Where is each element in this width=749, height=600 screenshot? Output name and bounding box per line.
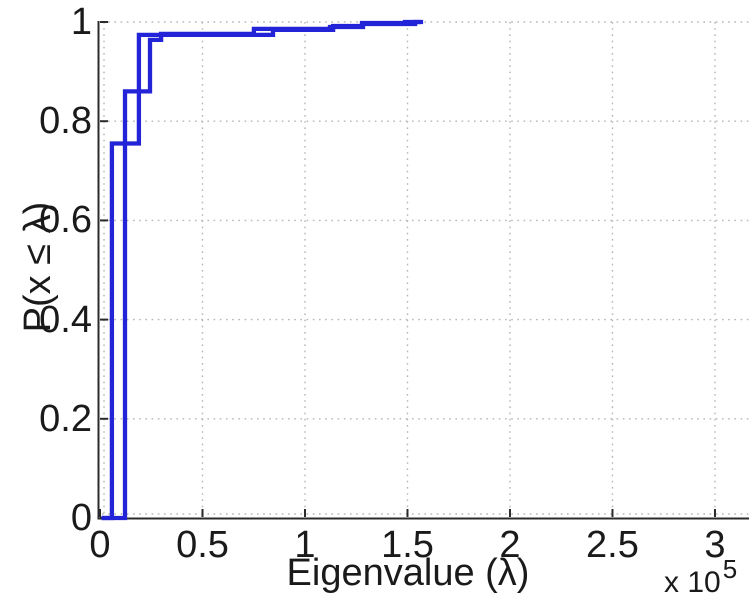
- x-tick-label: 1: [294, 524, 316, 566]
- ecdf-curves: [101, 19, 424, 521]
- x-tick-label: 2: [499, 524, 521, 566]
- y-tick-label: 0.2: [39, 397, 92, 440]
- x-tick-label: 3: [704, 524, 726, 566]
- y-tick-label: 0: [70, 497, 92, 539]
- multiplier-prefix: x 10: [664, 566, 721, 599]
- x-axis-multiplier: x 105: [664, 554, 737, 600]
- x-tick-label: 2.5: [586, 524, 639, 566]
- y-tick-label: 0.8: [39, 100, 92, 143]
- x-tick-label: 0: [89, 524, 111, 566]
- ecdf-curve-1: [101, 19, 421, 521]
- y-tick-label: 1: [70, 1, 92, 43]
- y-axis-label: P(x ≤ λ): [17, 201, 59, 333]
- x-tick-label: 0.5: [176, 524, 229, 566]
- ecdf-curve-2: [101, 19, 424, 521]
- y-tick-label: 0.4: [39, 298, 92, 341]
- x-tick-label: 1.5: [381, 524, 434, 566]
- multiplier-exponent: 5: [722, 554, 738, 584]
- y-tick-label: 0.6: [39, 199, 92, 242]
- axis-lines: [97, 21, 749, 520]
- x-axis-label: Eigenvalue (λ): [286, 552, 530, 594]
- grid-lines: [102, 21, 749, 518]
